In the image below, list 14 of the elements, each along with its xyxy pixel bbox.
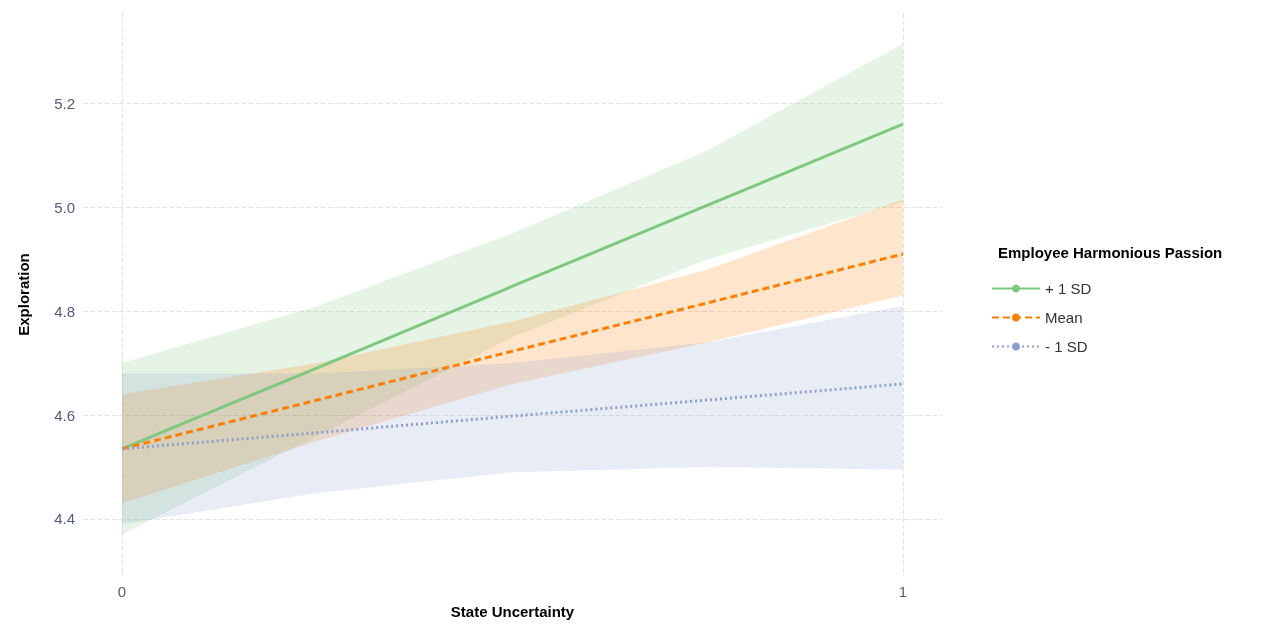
- x-tick-label: 1: [898, 583, 908, 601]
- legend-label: Mean: [1045, 309, 1083, 326]
- line-series: [120, 122, 905, 451]
- legend-label: - 1 SD: [1045, 338, 1088, 355]
- y-tick-label: 5.0: [54, 198, 75, 216]
- x-tick-label: 0: [117, 583, 127, 601]
- y-tick-label: 4.4: [54, 510, 75, 528]
- legend-label: + 1 SD: [1045, 280, 1092, 297]
- legend-title: Employee Harmonious Passion: [998, 244, 1223, 261]
- y-tick-label: 5.2: [54, 94, 75, 112]
- x-axis-title: State Uncertainty: [450, 603, 575, 620]
- y-tick-label: 4.8: [54, 302, 75, 320]
- y-axis-title: Exploration: [15, 253, 32, 336]
- y-tick-label: 4.6: [54, 406, 75, 424]
